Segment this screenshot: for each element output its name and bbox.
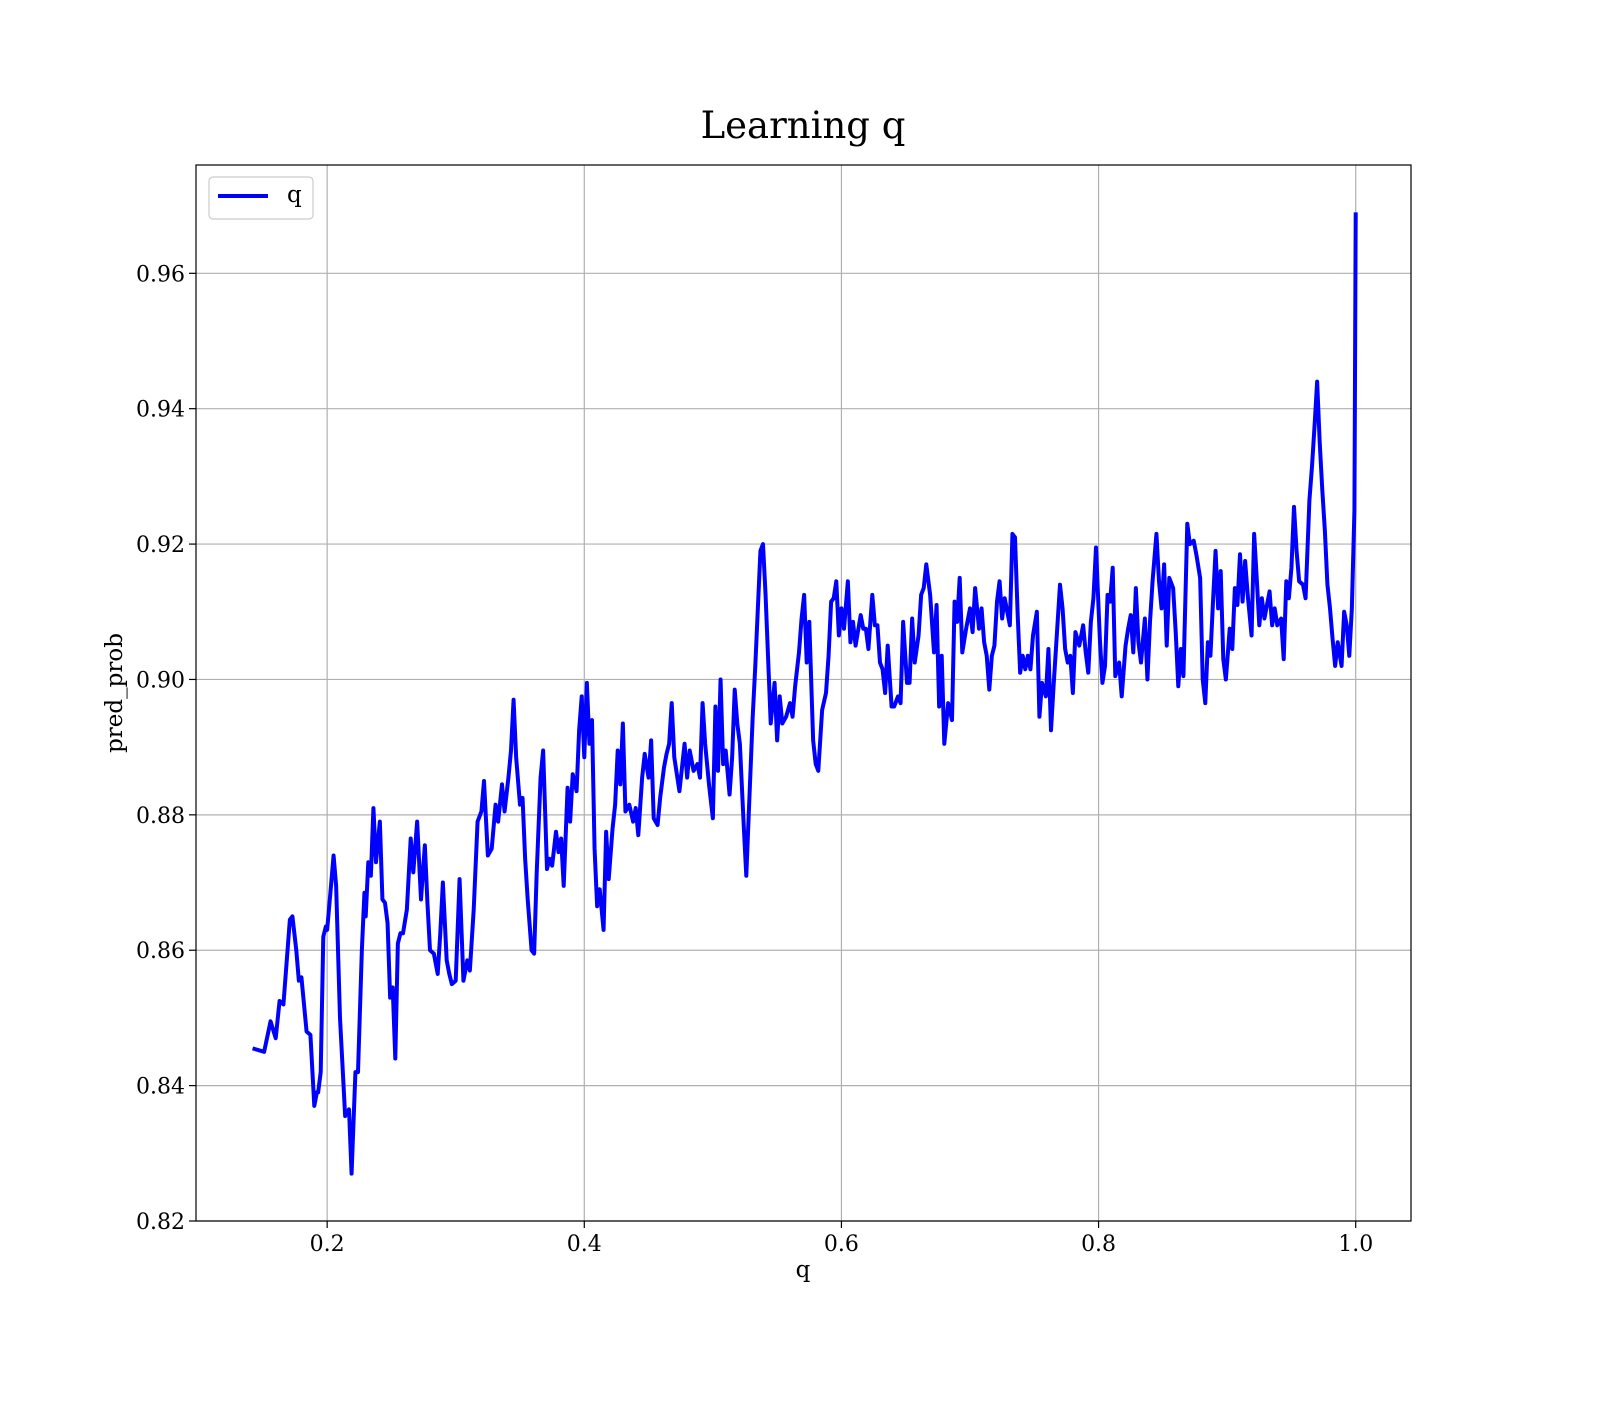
x-tick-label: 0.6 (824, 1232, 859, 1257)
x-tick-label: 0.8 (1081, 1232, 1116, 1257)
chart-title: Learning q (701, 104, 906, 147)
y-axis-label: pred_prob (102, 633, 128, 753)
x-tick-label: 0.4 (567, 1232, 602, 1257)
plot-frame (195, 164, 1412, 1222)
y-tick-label: 0.84 (136, 1075, 185, 1100)
y-tick-label: 0.86 (136, 939, 185, 964)
x-axis-label: q (796, 1257, 811, 1283)
y-tick-label: 0.88 (136, 804, 185, 829)
y-tick-label: 0.92 (136, 533, 185, 558)
legend-label: q (287, 182, 302, 208)
legend: q (208, 176, 314, 220)
x-tick-label: 0.2 (310, 1232, 345, 1257)
y-tick-label: 0.82 (136, 1210, 185, 1235)
y-tick-label: 0.96 (136, 262, 185, 287)
x-tick-label: 1.0 (1338, 1232, 1373, 1257)
y-tick-label: 0.94 (136, 398, 185, 423)
ticks: 0.2 0.4 0.6 0.8 1.0 0.82 0.84 0.86 0.88 0.90 0.92 0… (136, 262, 1373, 1257)
data-line (252, 212, 1358, 1176)
y-tick-label: 0.90 (136, 668, 185, 693)
